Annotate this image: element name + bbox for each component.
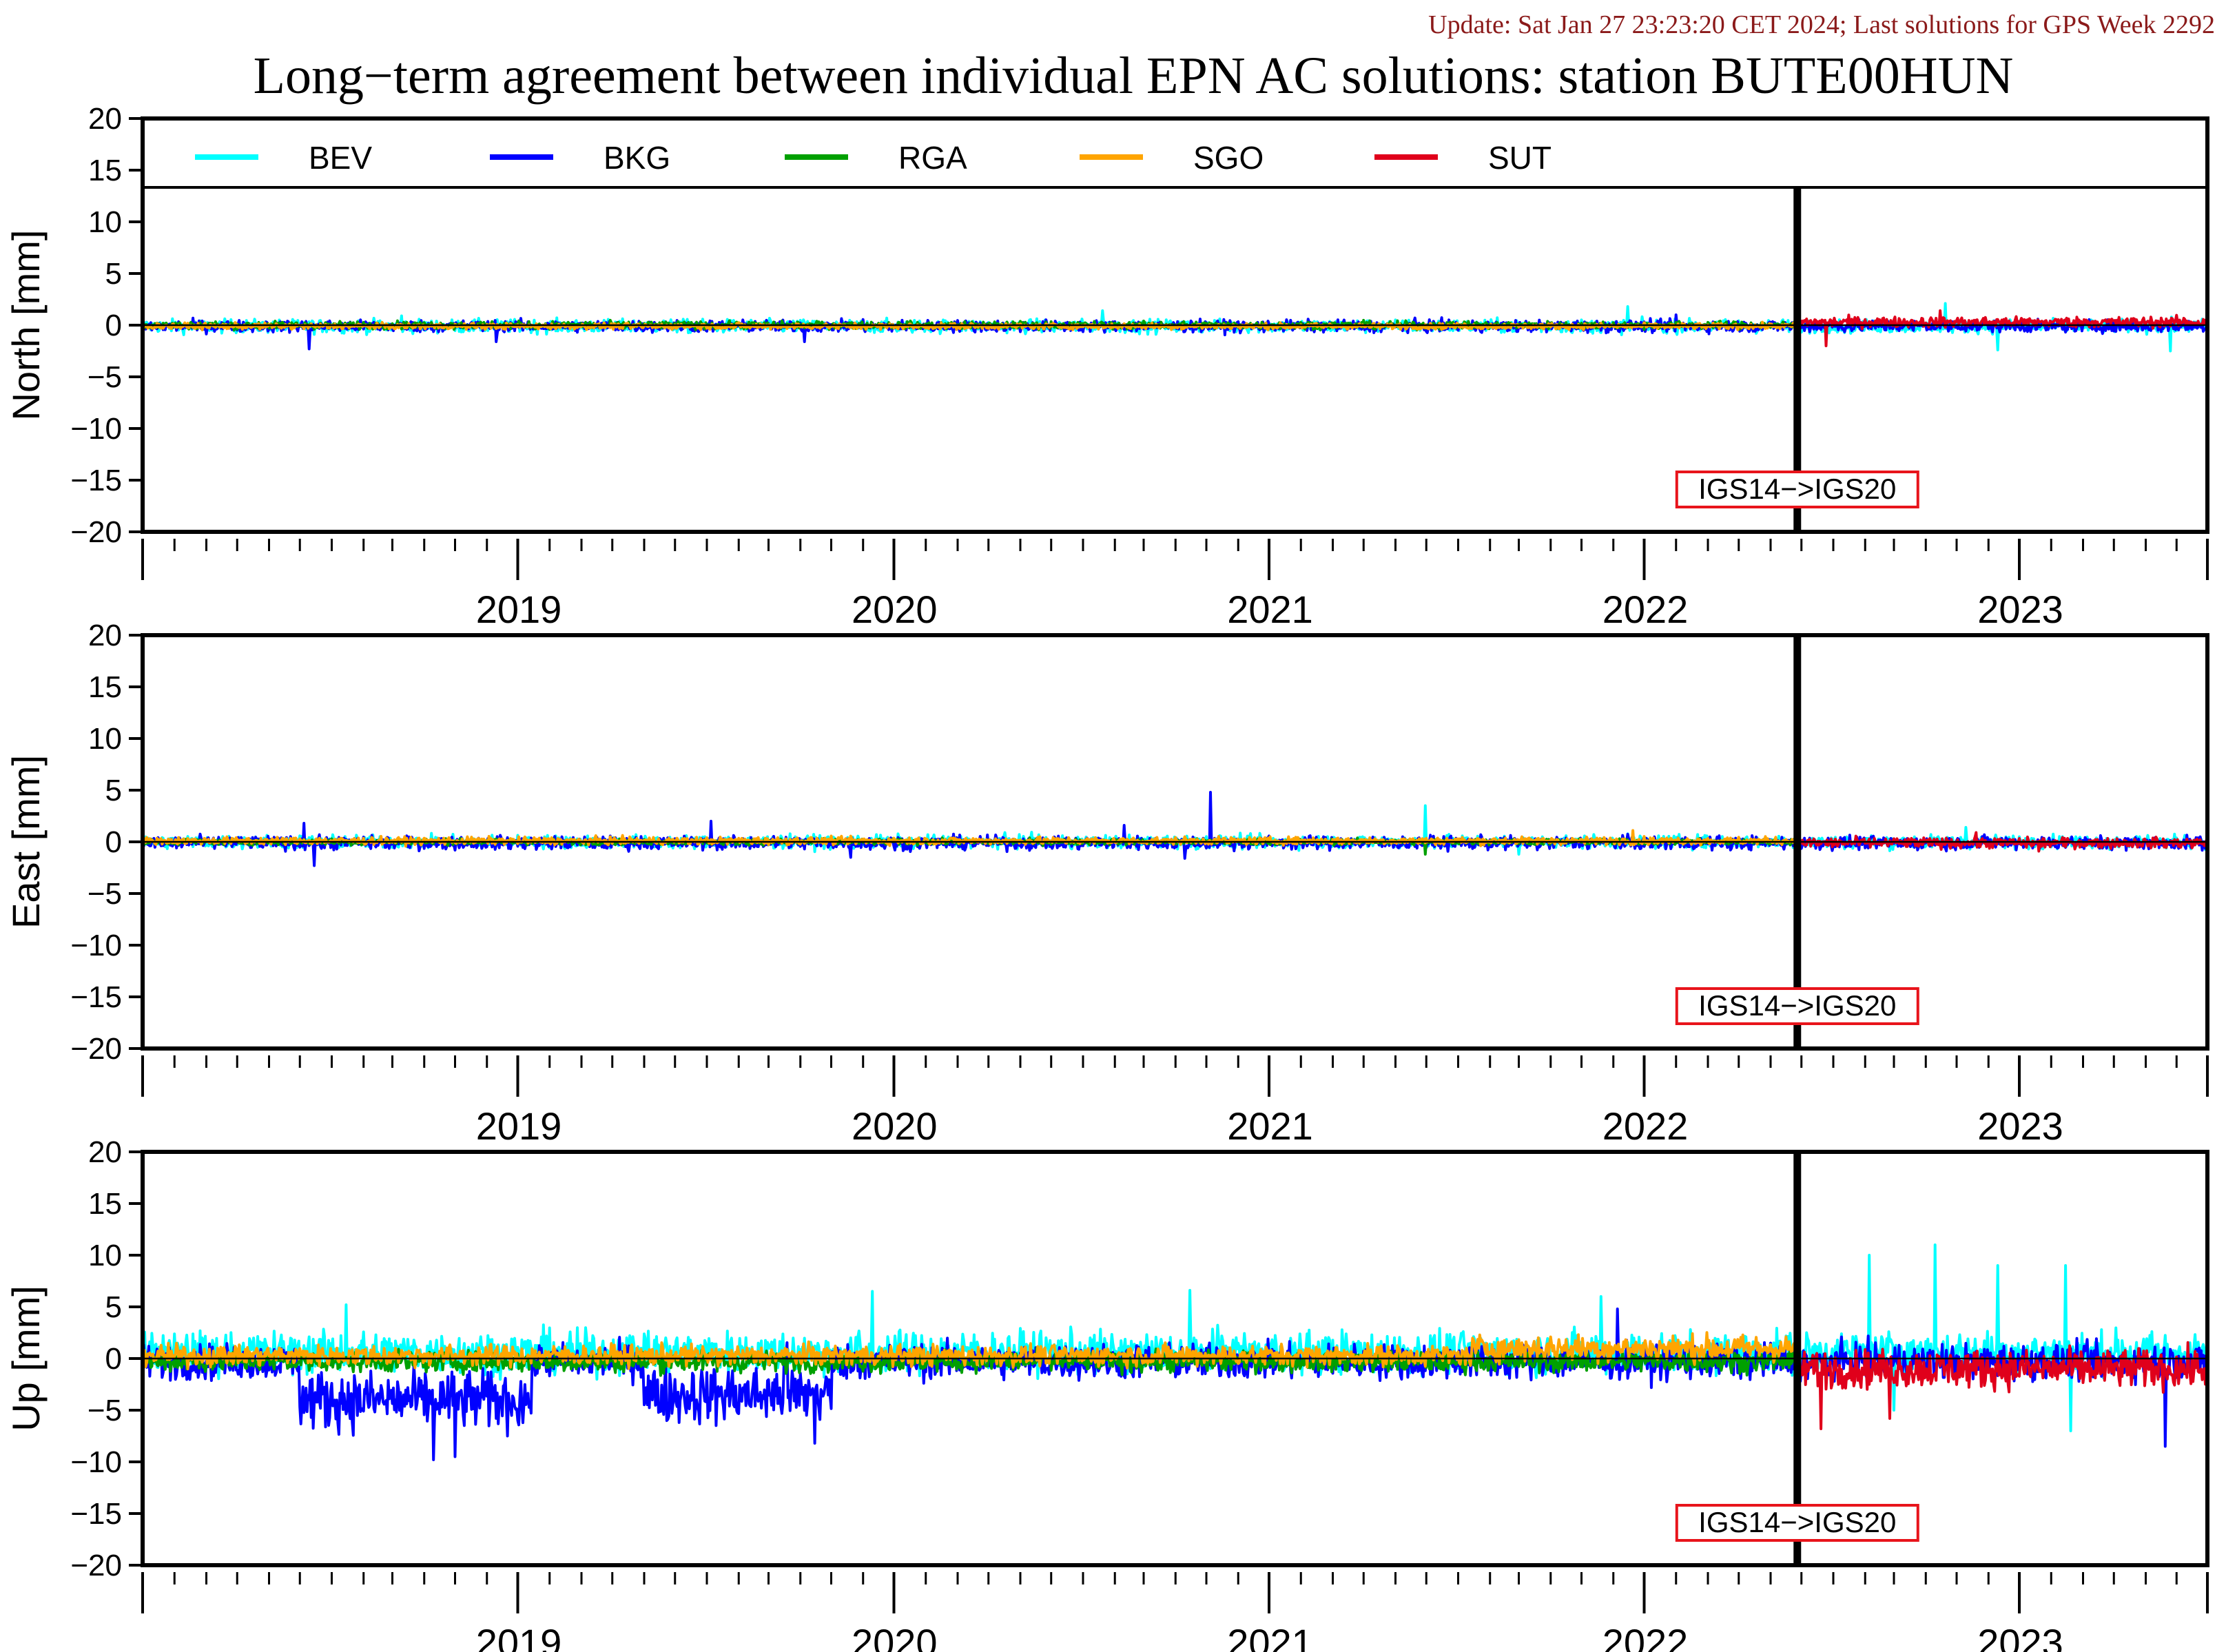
y-tick-label: −5 [87, 360, 122, 394]
x-tick-label: 2022 [1602, 1104, 1689, 1148]
legend: BEV BKG RGA SGO SUT [143, 140, 2207, 189]
x-tick-label: 2020 [852, 588, 938, 631]
series-group [143, 1243, 2207, 1461]
annotation-text: IGS14−>IGS20 [1698, 473, 1896, 505]
panel-east: IGS14−>IGS20 20 15 10 5 0 −5 −10 −15 −20 East [mm]… [4, 619, 2209, 1148]
y-tick-label: 10 [88, 205, 122, 239]
x-tick-label: 2020 [852, 1104, 938, 1148]
x-tick-label: 2023 [1977, 1621, 2063, 1652]
x-tick-label: 2020 [852, 1621, 938, 1652]
y-tick-label: −20 [70, 1032, 122, 1066]
annotation-box: IGS14−>IGS20 [1675, 471, 1919, 508]
y-tick-label: −15 [70, 464, 122, 497]
y-tick-label: −15 [70, 980, 122, 1014]
x-tick-label: 2021 [1227, 1104, 1313, 1148]
legend-label-sut: SUT [1488, 140, 1552, 176]
y-tick-label: 10 [88, 1239, 122, 1272]
y-tick-label: 0 [105, 309, 122, 342]
series-line-sgo [143, 829, 1799, 848]
y-tick-label: 0 [105, 1342, 122, 1376]
annotation-text: IGS14−>IGS20 [1698, 989, 1896, 1022]
y-tick-label: −5 [87, 877, 122, 911]
x-tick-label: 2022 [1602, 588, 1689, 631]
y-tick-label: 15 [88, 670, 122, 704]
y-tick-label: 5 [105, 774, 122, 807]
y-axis-label: North [mm] [4, 230, 48, 421]
x-tick-label: 2022 [1602, 1621, 1689, 1652]
y-tick-label: 5 [105, 257, 122, 291]
y-tick-label: −10 [70, 412, 122, 446]
panel-up: IGS14−>IGS20 20 15 10 5 0 −5 −10 −15 −20 Up [mm] 20… [4, 1135, 2209, 1652]
annotation-text: IGS14−>IGS20 [1698, 1506, 1896, 1538]
x-tick-label: 2021 [1227, 588, 1313, 631]
y-tick-label: −10 [70, 929, 122, 962]
series-line-sgo [143, 1331, 1798, 1371]
x-tick-label: 2021 [1227, 1621, 1313, 1652]
y-tick-label: 5 [105, 1290, 122, 1324]
legend-label-rga: RGA [898, 140, 967, 176]
x-tick-label: 2019 [476, 1621, 562, 1652]
x-tick-label: 2023 [1977, 588, 2063, 631]
annotation-box: IGS14−>IGS20 [1675, 1504, 1919, 1542]
y-tick-label: 20 [88, 619, 122, 652]
x-tick-label: 2019 [476, 1104, 562, 1148]
series-group [143, 302, 2207, 353]
y-tick-label: 10 [88, 722, 122, 756]
x-tick-label: 2023 [1977, 1104, 2063, 1148]
legend-label-bkg: BKG [604, 140, 670, 176]
legend-label-sgo: SGO [1193, 140, 1264, 176]
y-tick-label: −10 [70, 1445, 122, 1479]
x-tick-label: 2019 [476, 588, 562, 631]
y-tick-label: −15 [70, 1497, 122, 1531]
y-tick-label: 20 [88, 1135, 122, 1169]
y-tick-label: 0 [105, 825, 122, 859]
series-group [143, 791, 2207, 867]
y-tick-label: 20 [88, 102, 122, 136]
y-tick-label: −20 [70, 515, 122, 549]
panels-group: IGS14−>IGS20 20 15 10 5 0 −5 −10 −15 −20 North [mm… [4, 102, 2209, 1652]
y-tick-label: −20 [70, 1549, 122, 1582]
legend-label-bev: BEV [309, 140, 372, 176]
update-info-text: Update: Sat Jan 27 23:23:20 CET 2024; La… [1428, 10, 2215, 39]
y-axis-label: East [mm] [4, 755, 48, 929]
y-tick-label: 15 [88, 154, 122, 187]
y-axis-label: Up [mm] [4, 1286, 48, 1432]
y-tick-label: −5 [87, 1394, 122, 1427]
series-line-bkg [143, 791, 2207, 867]
panel-north: IGS14−>IGS20 20 15 10 5 0 −5 −10 −15 −20 North [mm… [4, 102, 2209, 631]
annotation-box: IGS14−>IGS20 [1675, 987, 1919, 1025]
chart-title: Long−term agreement between individual E… [254, 47, 2014, 105]
y-tick-label: 15 [88, 1187, 122, 1221]
